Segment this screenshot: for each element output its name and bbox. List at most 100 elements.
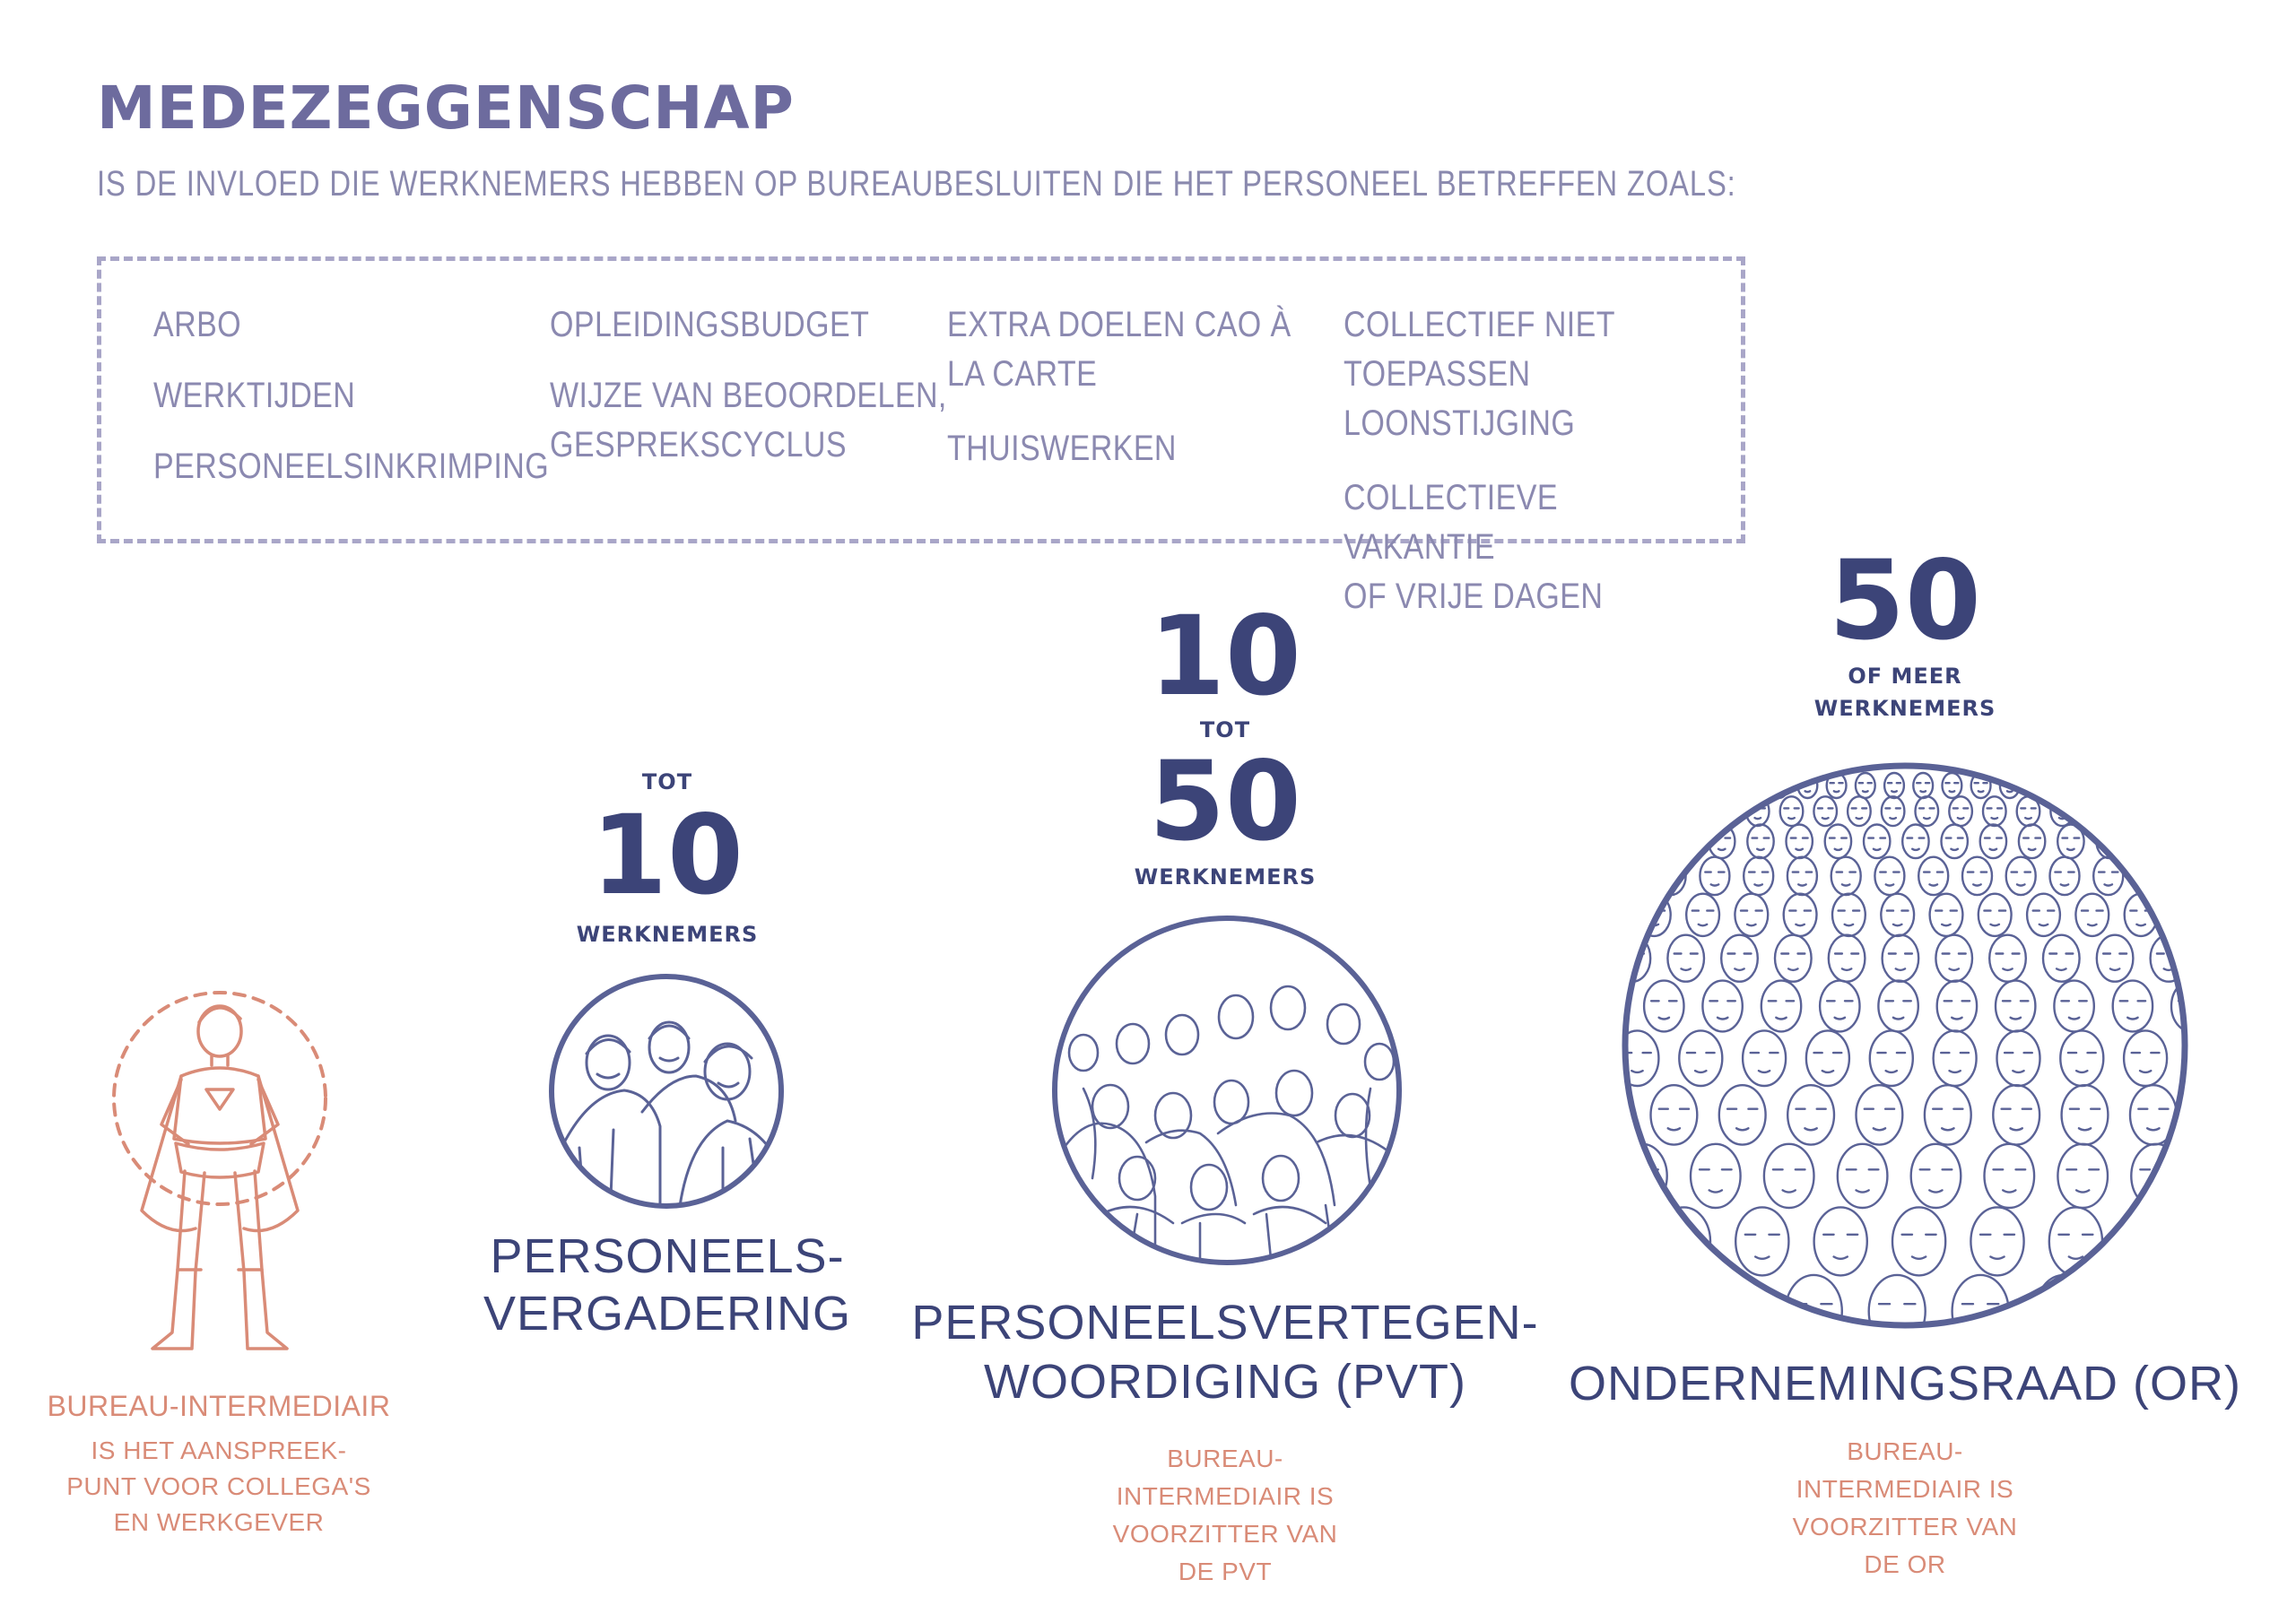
crowd-face [1970,1206,2025,1277]
crowd-face-detail [1863,1107,1896,1132]
crowd-face [1918,855,1950,897]
crowd-face [1718,1083,1767,1146]
crowd-face [1883,771,1906,800]
crowd-face-detail [2031,909,2056,927]
crowd-face-detail [1656,782,1671,794]
crowd-face [1642,979,1685,1033]
pv-label-line2: VERGADERING [483,1287,852,1341]
crowd-face [2111,979,2154,1033]
pvt-number-from: 10 [1149,593,1301,720]
crowd-face [1710,795,1736,828]
crowd-face [1813,1206,1868,1277]
crowd-face-detail [2146,782,2161,794]
crowd-face [2143,771,2165,800]
crowd-face-detail [1813,1051,1843,1074]
crowd-face-detail [1918,1168,1953,1193]
crowd-face-detail [1816,807,1834,820]
pv-unit: WERKNEMERS [576,922,759,947]
crowd-face [2126,1206,2182,1277]
crowd-face-detail [1900,1233,1937,1260]
topic-item: COLLECTIEF NIET TOEPASSEN LOONSTIJGING [1344,305,1615,443]
crowd-face-detail [1681,807,1699,820]
crowd-face [1643,795,1669,828]
crowd-face [1652,771,1674,800]
crowd-face-detail [1952,807,1970,820]
crowd-face-detail [1709,1000,1736,1020]
crowd-face-detail [1704,871,1726,887]
crowd-face-detail [1791,871,1813,887]
crowd-face [2095,933,2135,983]
crowd-face [2134,823,2163,860]
crowd-face [2005,855,2037,897]
crowd-face-detail [2060,782,2075,794]
crowd-face [1827,933,1866,983]
crowd-face [1734,1206,1790,1277]
crowd-face [1762,1142,1815,1210]
topics-column-4: COLLECTIEF NIET TOEPASSEN LOONSTIJGING C… [1344,300,1741,647]
crowd-face-detail [1833,952,1860,972]
crowd-face [1981,795,2007,828]
crowd-face [1948,795,1974,828]
crowd-face-detail [2000,1107,2032,1132]
crowd-face-detail [1992,1168,2027,1193]
crowd-face-detail [1673,952,1699,972]
crowd-face-detail [1634,837,1654,852]
crowd-face [1677,795,1703,828]
crowd-face-detail [2130,1051,2161,1074]
crowd-face [2085,771,2108,800]
crowd-face-detail [1835,871,1857,887]
medium-group-illustration [1052,916,1402,1265]
crowd-face [1805,1029,1851,1088]
topics-box: ARBO WERKTIJDEN PERSONEELSINKRIMPING OPL… [97,256,1745,616]
crowd-face [2041,933,2081,983]
crowd-face [1831,892,1866,938]
crowd-face [1855,1083,1904,1146]
crowd-face-detail [1789,837,1809,852]
superhero-illustration [112,991,327,1350]
crowd-face-detail [2141,871,2163,887]
crowd-face [1738,771,1761,800]
crowd-face [1983,1142,2036,1210]
crowd-face-detail [1973,782,1988,794]
crowd-face-detail [1983,837,2003,852]
crowd-face [1941,771,1963,800]
crowd-face [1979,823,2008,860]
crowd-face-detail [1649,1000,1678,1020]
crowd-face-detail [1614,1235,1622,1259]
crowd-face-detail [1614,1001,1618,1019]
crowd-face [1614,894,1622,936]
crowd-face [1977,892,2013,938]
crowd-face-detail [1877,1303,1917,1325]
crowd-face-detail [2155,807,2172,820]
topic-item: ARBO [153,305,242,344]
crowd-face [2025,892,2062,938]
intermediary-note: IS HET AANSPREEK- PUNT VOOR COLLEGA'S EN… [66,1436,371,1536]
crowd-face [1709,771,1732,800]
crowd-face-detail [2066,1168,2100,1193]
crowd-face [1961,855,1994,897]
crowd-face [1741,1029,1787,1088]
crowd-face [2179,855,2185,897]
crowd-face-detail [2020,807,2037,820]
crowd-face [1779,795,1805,828]
crowd-face-detail [1665,1233,1702,1260]
crowd-face-detail [2022,837,2042,852]
crowd-face-detail [2097,871,2119,887]
crowd-face [2034,1273,2093,1325]
crowd-face-detail [2048,952,2074,972]
pvt-label-line2: WOORDIGING (PVT) [984,1355,1466,1409]
crowd-face-detail [2068,1107,2101,1132]
crowd-face-detail [1884,1000,1912,1020]
crowd-face-detail [1918,807,1935,820]
crowd-face-detail [1867,837,1887,852]
page-subtitle: IS DE INVLOED DIE WERKNEMERS HEBBEN OP B… [97,164,1736,204]
crowd-illustration [1614,762,2188,1329]
crowd-face-detail [1625,807,1631,820]
crowd-face-detail [1940,1051,1970,1074]
crowd-face [2060,1083,2109,1146]
crowd-face [2057,771,2079,800]
crowd-face-detail [2010,871,2032,887]
crowd-face [1846,795,1872,828]
crowd-face-detail [1825,1000,1854,1020]
pvt-unit: WERKNEMERS [1134,864,1317,890]
